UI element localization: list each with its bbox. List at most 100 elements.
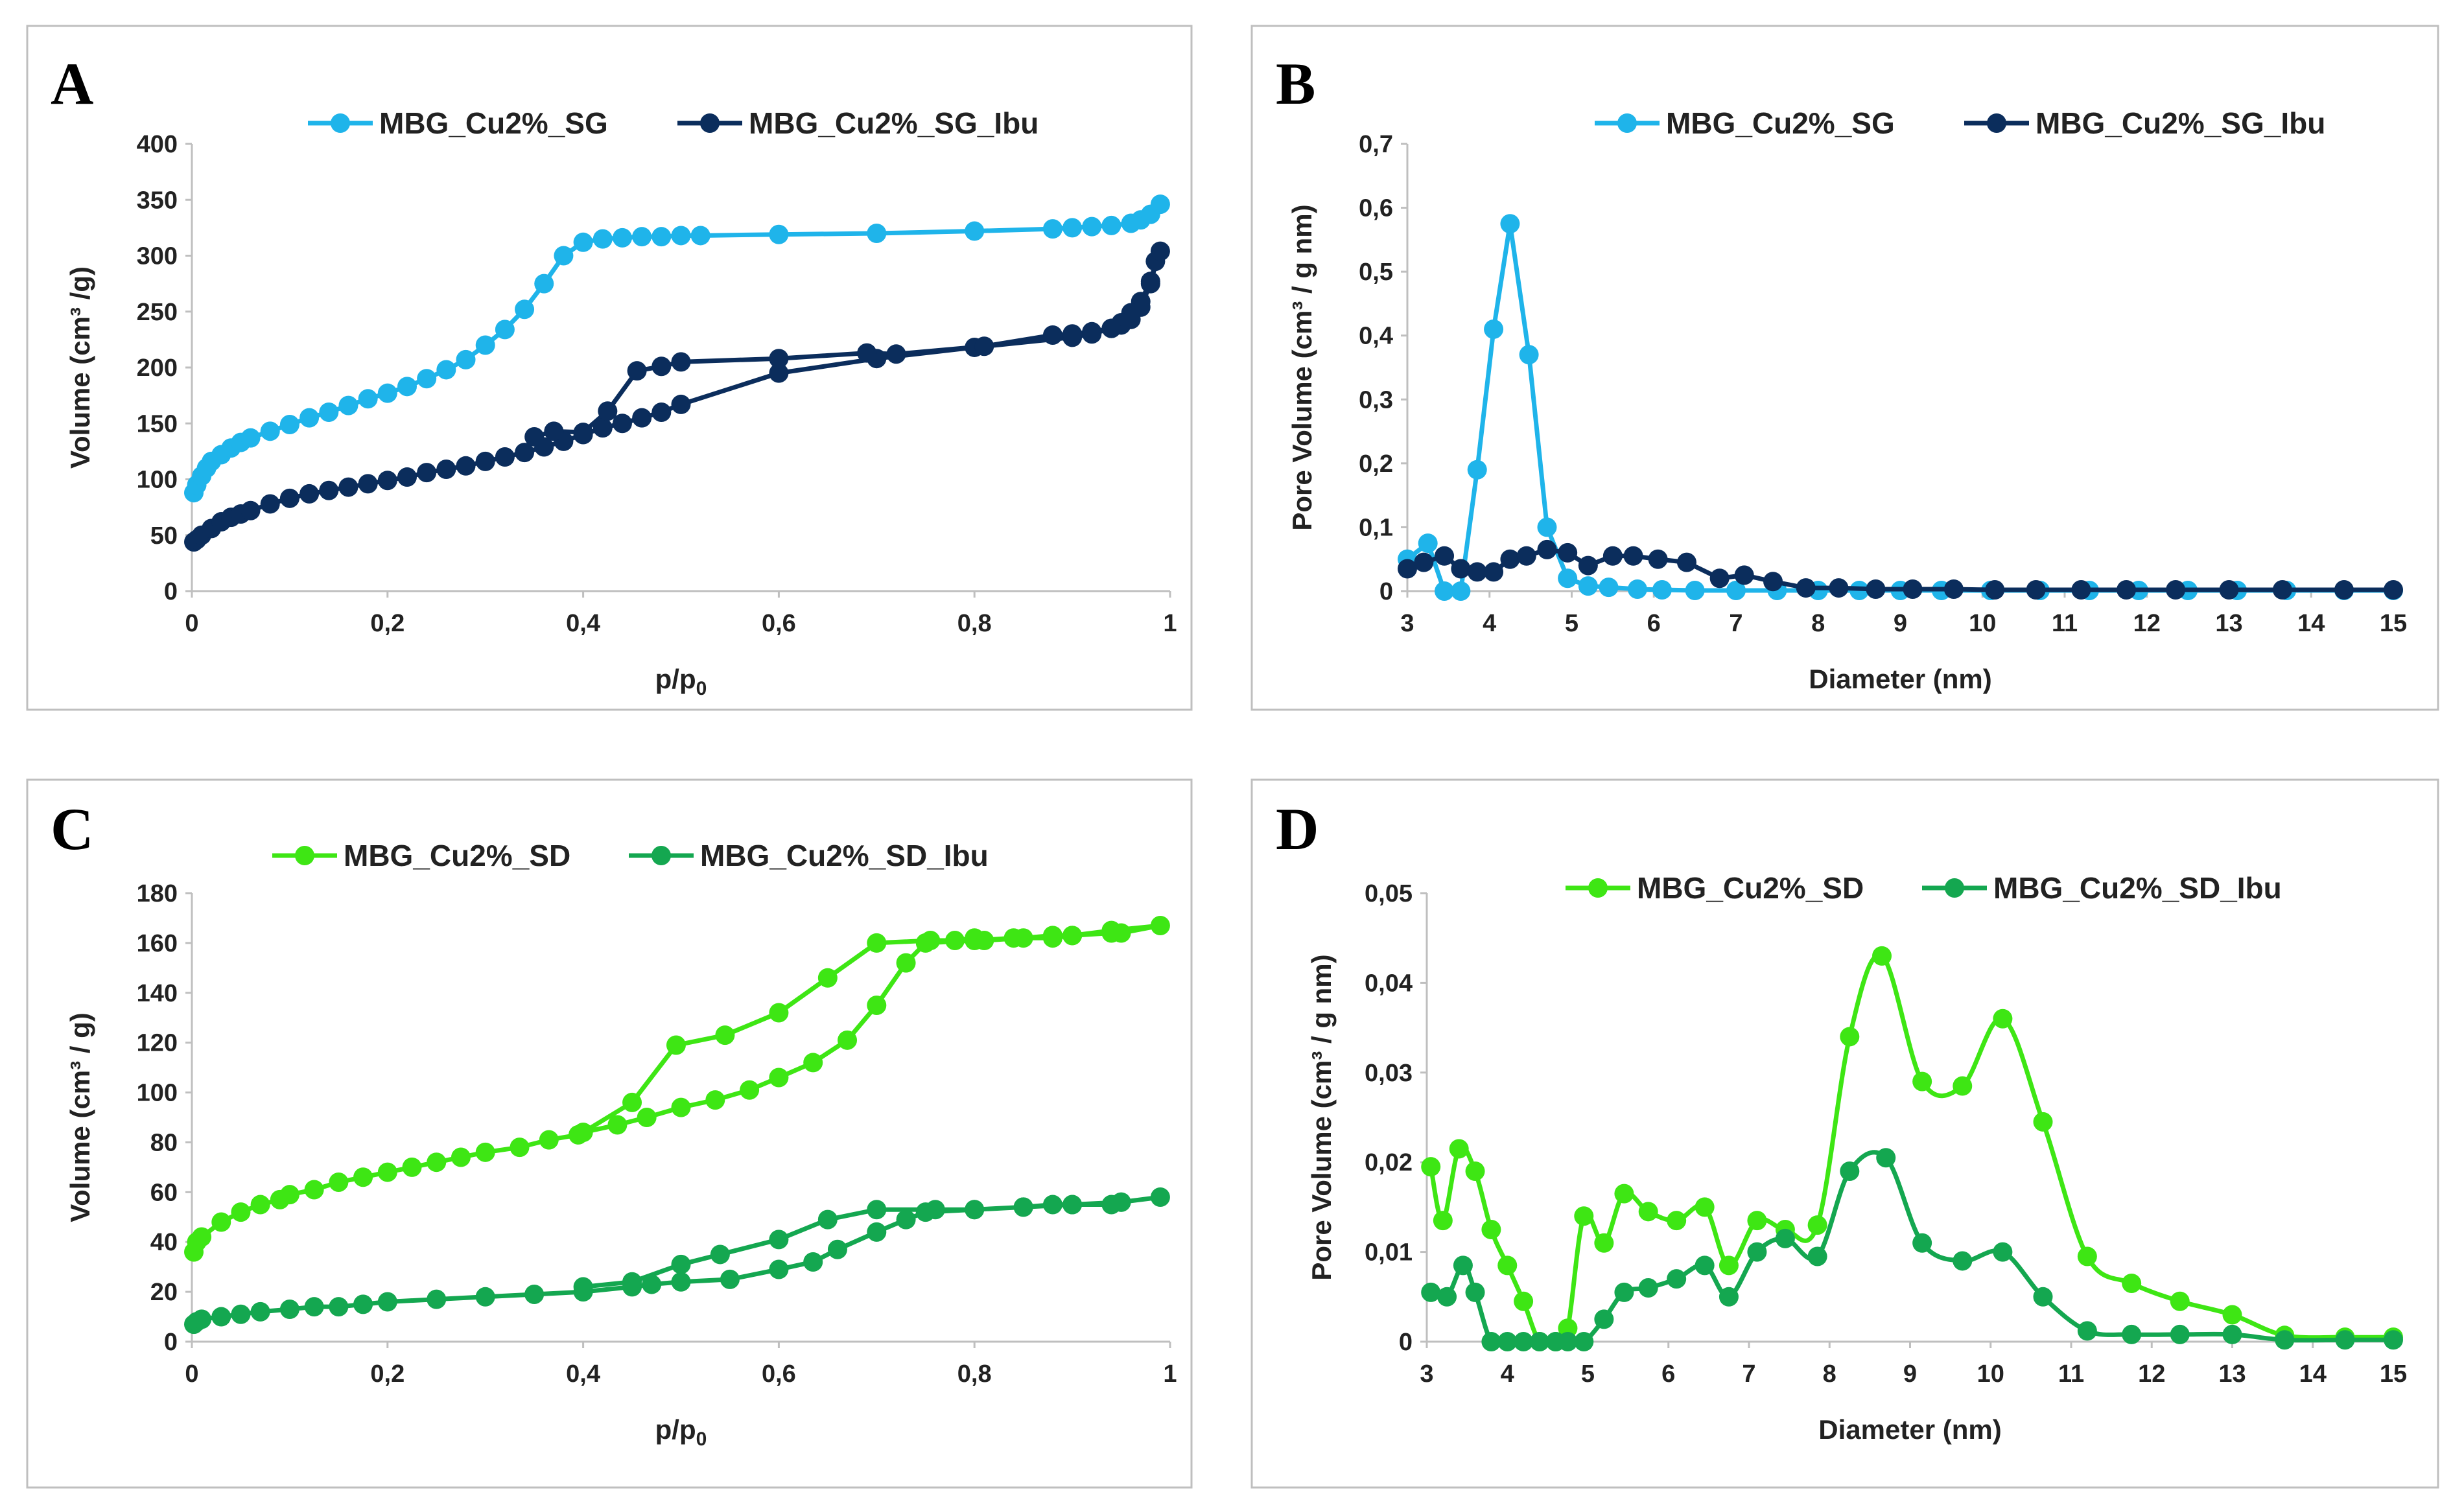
data-point [1398,559,1417,579]
data-point [1866,579,1886,600]
data-point [720,1269,740,1289]
data-point [867,996,887,1015]
data-point [769,349,789,369]
data-point [671,352,691,372]
y-tick-label: 120 [137,1030,178,1057]
data-point [358,389,378,409]
data-point [299,484,320,504]
data-point [838,1030,858,1050]
x-tick-label: 7 [1742,1360,1755,1388]
data-point [1594,1309,1614,1329]
legend-label: MBG_Cu2%_SG_Ibu [749,106,1038,140]
x-tick-label: 12 [2133,610,2161,637]
data-point [1695,1197,1715,1217]
legend-label: MBG_Cu2%_SD [344,839,570,872]
data-point [456,456,476,476]
data-point [319,402,339,422]
y-tick-label: 160 [137,930,178,957]
data-point [192,1227,212,1247]
data-point [211,1212,231,1232]
data-point [945,931,965,951]
data-point [231,1304,251,1324]
panel-letter: B [1276,51,1315,117]
data-point [1140,272,1160,292]
x-tick-label: 0,8 [957,610,992,637]
data-point [2335,1330,2355,1350]
x-axis-title-subscript: 0 [696,678,707,699]
data-point [1435,581,1455,601]
data-point [231,1202,251,1222]
x-tick-label: 14 [2299,1360,2327,1388]
x-tick-label: 14 [2297,610,2325,637]
data-point [1872,946,1892,966]
data-point [627,361,647,381]
data-point [1676,552,1696,572]
data-point [1481,1220,1501,1239]
data-point [1574,1332,1594,1351]
y-tick-label: 0,4 [1359,323,1393,350]
x-tick-label: 15 [2380,610,2407,637]
data-point [1685,581,1705,601]
data-point [671,1254,691,1274]
data-point [436,459,456,479]
data-point [1719,1255,1739,1276]
data-point [279,414,299,434]
data-point [2384,580,2403,600]
y-axis-title: Volume (cm³ /g) [65,266,95,469]
data-point [475,1287,495,1307]
data-point [2122,1274,2142,1294]
y-tick-label: 0,1 [1359,514,1393,541]
data-point [1101,318,1121,338]
data-point [1101,215,1121,235]
data-point [1993,1009,2013,1029]
data-point [598,401,618,421]
x-tick-label: 0 [185,610,198,637]
data-point [427,1289,447,1309]
data-point [769,1230,789,1250]
data-point [1467,562,1487,582]
panel-b: B 0 0,1 0,2 0,3 0,4 0,5 0,6 0,7 3 4 5 6 7 8 9 10 11 12 13 14… [1250,25,2439,711]
data-point [1414,552,1434,572]
data-point [1648,549,1668,569]
y-tick-label: 0,6 [1359,195,1393,222]
series-mbg-cu2-sg-ibu [184,241,1170,552]
data-point [1421,1157,1441,1177]
data-point [1558,568,1578,589]
data-point [867,933,887,953]
series-mbg-cu2-sd [184,915,1170,1262]
panel-frame [26,25,1193,711]
data-point [1437,1287,1457,1307]
legend-label: MBG_Cu2%_SD_Ibu [700,839,989,872]
y-tick-label: 100 [137,1080,178,1107]
data-point [510,1138,530,1158]
data-point [1062,1195,1083,1215]
y-tick-label: 140 [137,980,178,1007]
panel-c: C 0 20 40 60 80 100 120 140 160 180 0 0,2 0,4 0,6 0,8 1 p… [26,778,1193,1489]
data-point [2077,1246,2097,1266]
data-point [671,1097,691,1117]
data-point [666,1035,686,1055]
data-point [1652,580,1672,600]
y-tick-label: 0 [1379,578,1393,605]
data-point [607,1115,628,1135]
x-tick-label: 6 [1647,610,1661,637]
series-mbg-cu2-sd-ibu [1421,1148,2403,1351]
data-point [250,1301,270,1322]
y-tick-label: 0 [164,1329,178,1356]
data-point [827,1239,847,1259]
legend-label: MBG_Cu2%_SD [1637,871,1864,905]
data-point [338,395,358,415]
series-mbg-cu2-sg-ibu [1398,539,2403,600]
x-tick-label: 4 [1501,1360,1514,1388]
data-point [319,480,339,500]
legend-entry: MBG_Cu2%_SD [1566,871,1864,905]
data-point [1747,1242,1767,1262]
data-point [1667,1211,1687,1231]
data-point [671,394,691,414]
x-tick-label: 3 [1400,610,1414,637]
data-point [817,1209,838,1230]
y-axis-title: Volume (cm³ / g) [65,1012,95,1222]
y-tick-label: 150 [137,410,178,438]
data-point [1418,533,1438,554]
